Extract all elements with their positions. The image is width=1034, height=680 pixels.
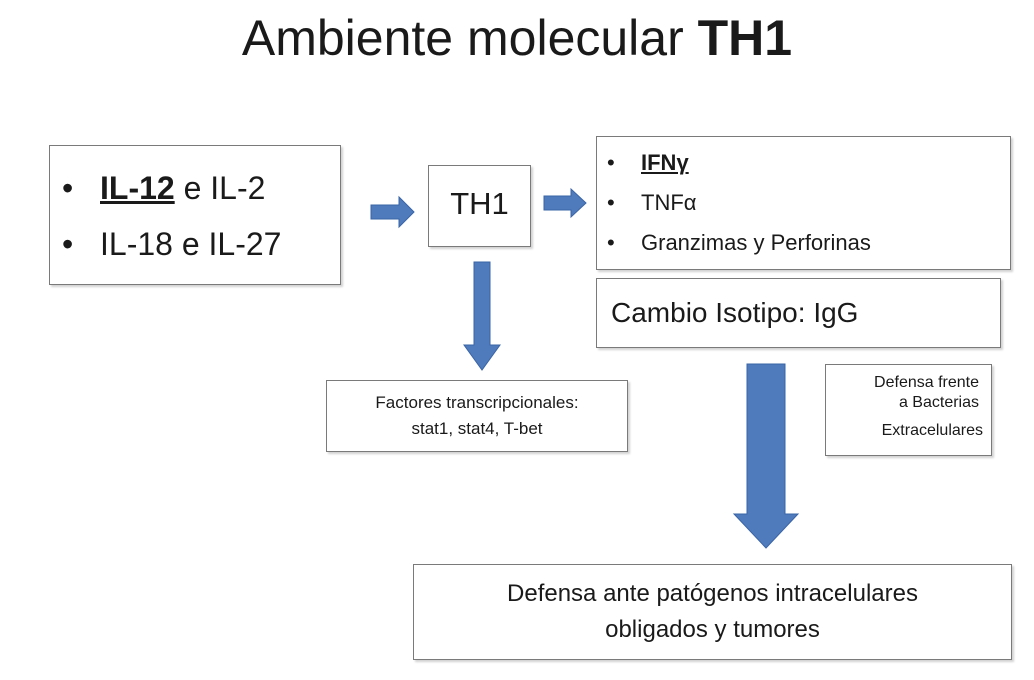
- th1-label: TH1: [450, 186, 509, 221]
- list-item: • IFNγ: [607, 143, 871, 183]
- list-item: • Granzimas y Perforinas: [607, 223, 871, 263]
- bacteria-line-1: Defensa frente: [874, 374, 979, 391]
- title-prefix: Ambiente molecular: [241, 10, 698, 66]
- effector-highlight: IFNγ: [641, 150, 689, 175]
- bullet: •: [62, 170, 74, 206]
- arrow-down-isotype-to-outcome: [732, 363, 800, 549]
- bullet: •: [607, 190, 615, 215]
- effector-text: TNFα: [641, 190, 697, 215]
- isotype-switch-box: Cambio Isotipo: IgG: [596, 278, 1001, 348]
- cytokine-text: IL-18 e IL-27: [100, 226, 282, 262]
- list-item: • IL-18 e IL-27: [62, 216, 281, 272]
- effector-text: Granzimas y Perforinas: [641, 230, 871, 255]
- page-title: Ambiente molecular TH1: [0, 6, 1034, 70]
- outcome-line-1: Defensa ante patógenos intracelulares: [507, 580, 918, 607]
- cytokine-text: e IL-2: [174, 170, 266, 206]
- list-item: • IL-12 e IL-2: [62, 160, 281, 216]
- effector-molecules-box: • IFNγ • TNFα • Granzimas y Perforinas: [596, 136, 1011, 270]
- bullet: •: [607, 230, 615, 255]
- factors-line-1: Factores transcripcionales:: [375, 393, 579, 412]
- list-item: • TNFα: [607, 183, 871, 223]
- bullet: •: [62, 226, 74, 262]
- th1-cell-box: TH1: [428, 165, 531, 247]
- outcome-line-2: obligados y tumores: [605, 616, 820, 643]
- factors-line-2: stat1, stat4, T-bet: [411, 419, 543, 438]
- arrow-right-input-to-th1: [370, 195, 415, 229]
- cytokine-input-box: • IL-12 e IL-2 • IL-18 e IL-27: [49, 145, 341, 285]
- effector-list: • IFNγ • TNFα • Granzimas y Perforinas: [607, 143, 871, 263]
- bacteria-defense-box: Defensa frente a Bacterias Extracelulare…: [825, 364, 992, 456]
- bacteria-line-3: Extracelulares: [881, 422, 983, 439]
- bacteria-line-2: a Bacterias: [898, 394, 979, 411]
- transcription-factors-box: Factores transcripcionales: stat1, stat4…: [326, 380, 628, 452]
- bullet: •: [607, 150, 615, 175]
- isotype-label: Cambio Isotipo: IgG: [611, 297, 859, 328]
- title-bold: TH1: [697, 10, 793, 66]
- cytokine-list: • IL-12 e IL-2 • IL-18 e IL-27: [62, 160, 281, 272]
- cytokine-highlight: IL-12: [100, 170, 175, 206]
- outcome-box: Defensa ante patógenos intracelulares ob…: [413, 564, 1012, 660]
- arrow-down-th1-to-factors: [463, 261, 501, 371]
- arrow-right-th1-to-effectors: [543, 187, 587, 219]
